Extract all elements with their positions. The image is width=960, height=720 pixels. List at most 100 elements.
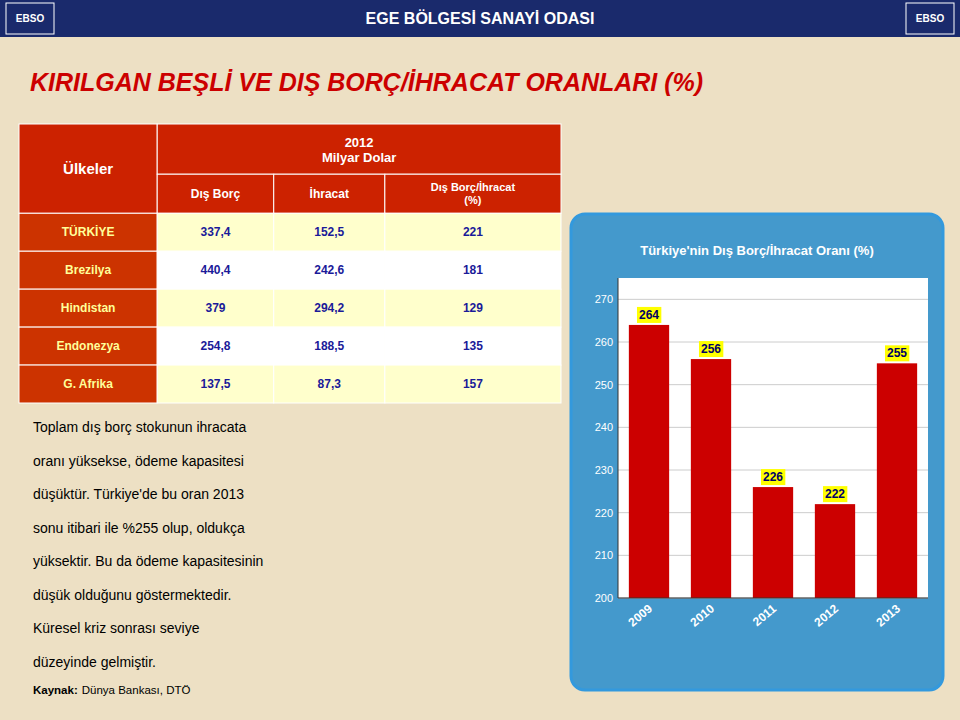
data-label-bg — [885, 345, 909, 361]
y-tick-label: 240 — [595, 421, 613, 433]
table-cell — [19, 327, 157, 365]
header-bar — [0, 0, 960, 37]
y-tick-label: 250 — [595, 379, 613, 391]
table-text: Hindistan — [61, 301, 116, 315]
y-tick-label: 200 — [595, 592, 613, 604]
table-cell — [19, 124, 157, 213]
table-text: Endonezya — [56, 339, 120, 353]
table-cell — [157, 213, 274, 251]
table-cell — [19, 213, 157, 251]
table-text: 135 — [463, 339, 483, 353]
data-label-bg — [823, 486, 847, 502]
table-cell — [19, 251, 157, 289]
table-cell — [19, 365, 157, 403]
table-cell — [385, 251, 561, 289]
y-tick-label: 260 — [595, 336, 613, 348]
y-tick-label: 270 — [595, 293, 613, 305]
bars — [629, 325, 917, 598]
grid-line — [618, 299, 928, 300]
bar — [629, 325, 669, 598]
table-cell — [274, 174, 385, 213]
body-text: yüksektir. Bu da ödeme kapasitesinin — [33, 553, 263, 569]
bar — [753, 487, 793, 598]
table-text: 440,4 — [200, 263, 230, 277]
chart-panel — [571, 214, 943, 690]
table-text: TÜRKİYE — [62, 224, 115, 239]
table-cell — [157, 327, 274, 365]
data-label: 256 — [701, 342, 721, 356]
data-label-bg — [699, 341, 723, 357]
table-text: Ülkeler — [63, 160, 113, 177]
table-text: 242,6 — [314, 263, 344, 277]
table-cell — [157, 124, 561, 174]
table-text: 2012Milyar Dolar — [322, 134, 396, 164]
table: Ülkeler 2012Milyar Dolar Dış Borç İhracat Dı… — [19, 124, 561, 403]
data-label: 264 — [639, 308, 659, 322]
y-axis-line — [618, 278, 619, 598]
table-cell — [157, 289, 274, 327]
data-labels: 264 256 226 222 255 — [637, 307, 909, 502]
table-cell — [385, 365, 561, 403]
table-text: Dış Borç/İhracat(%) — [431, 181, 516, 206]
table-cell — [157, 174, 274, 213]
y-tick-label: 220 — [595, 507, 613, 519]
data-label-bg — [637, 307, 661, 323]
background — [0, 0, 960, 720]
bar — [877, 363, 917, 598]
table-text: Brezilya — [65, 263, 111, 277]
logo-text: EBSO — [916, 13, 945, 24]
x-tick-label: 2011 — [750, 601, 779, 629]
header-title: EGE BÖLGESİ SANAYİ ODASI — [366, 9, 595, 27]
y-tick-label: 230 — [595, 464, 613, 476]
source-text: Dünya Bankası, DTÖ — [82, 684, 191, 696]
data-label: 222 — [825, 487, 845, 501]
data-label: 226 — [763, 470, 783, 484]
logo-text: EBSO — [16, 13, 45, 24]
table-text: 294,2 — [314, 301, 344, 315]
body-text: düşüktür. Türkiye'de bu oran 2013 — [33, 486, 244, 502]
source-label: Kaynak: — [33, 684, 78, 696]
bar — [691, 359, 731, 598]
table-text: 87,3 — [318, 377, 342, 391]
table-cell — [274, 213, 385, 251]
bar — [815, 504, 855, 598]
table-cell — [385, 327, 561, 365]
body-text: düşük olduğunu göstermektedir. — [33, 587, 231, 603]
table-text: 181 — [463, 263, 483, 277]
table-text: 129 — [463, 301, 483, 315]
x-tick-label: 2012 — [811, 601, 841, 629]
data-label: 255 — [887, 346, 907, 360]
table-text: 254,8 — [200, 339, 230, 353]
table-cell — [19, 289, 157, 327]
table-text: 152,5 — [314, 225, 344, 239]
x-tick-label: 2010 — [687, 601, 717, 629]
table-text: 188,5 — [314, 339, 344, 353]
table-cell — [385, 289, 561, 327]
table-text: 221 — [463, 225, 483, 239]
chart-title: Türkiye'nin Dış Borç/İhracat Oranı (%) — [640, 243, 874, 258]
body-text: Toplam dış borç stokunun ihracata — [33, 419, 246, 435]
table-cell — [385, 174, 561, 213]
body-text: düzeyinde gelmiştir. — [33, 654, 156, 670]
table-text: 137,5 — [200, 377, 230, 391]
table-cell — [157, 365, 274, 403]
grid-line — [618, 598, 928, 599]
table-cell — [385, 213, 561, 251]
x-tick-label: 2013 — [873, 601, 903, 629]
logo-box — [906, 3, 954, 34]
table-cell — [274, 289, 385, 327]
plot-area — [618, 278, 928, 598]
table-text: 337,4 — [200, 225, 230, 239]
x-axis-line — [618, 598, 928, 599]
table-text: Dış Borç — [191, 187, 241, 201]
page: EBSO EBSO EGE BÖLGESİ SANAYİ ODASI KIRILGAN… — [0, 0, 960, 720]
table-text: G. Afrika — [63, 377, 113, 391]
x-tick-label: 2009 — [625, 601, 655, 629]
logo-box — [6, 3, 54, 34]
page-title: KIRILGAN BEŞLİ VE DIŞ BORÇ/İHRACAT ORANL… — [30, 68, 703, 96]
table-cell — [274, 365, 385, 403]
table-text: 379 — [205, 301, 225, 315]
body-text: Küresel kriz sonrası seviye — [33, 620, 200, 636]
table-cell — [157, 251, 274, 289]
table-text: İhracat — [310, 186, 349, 201]
